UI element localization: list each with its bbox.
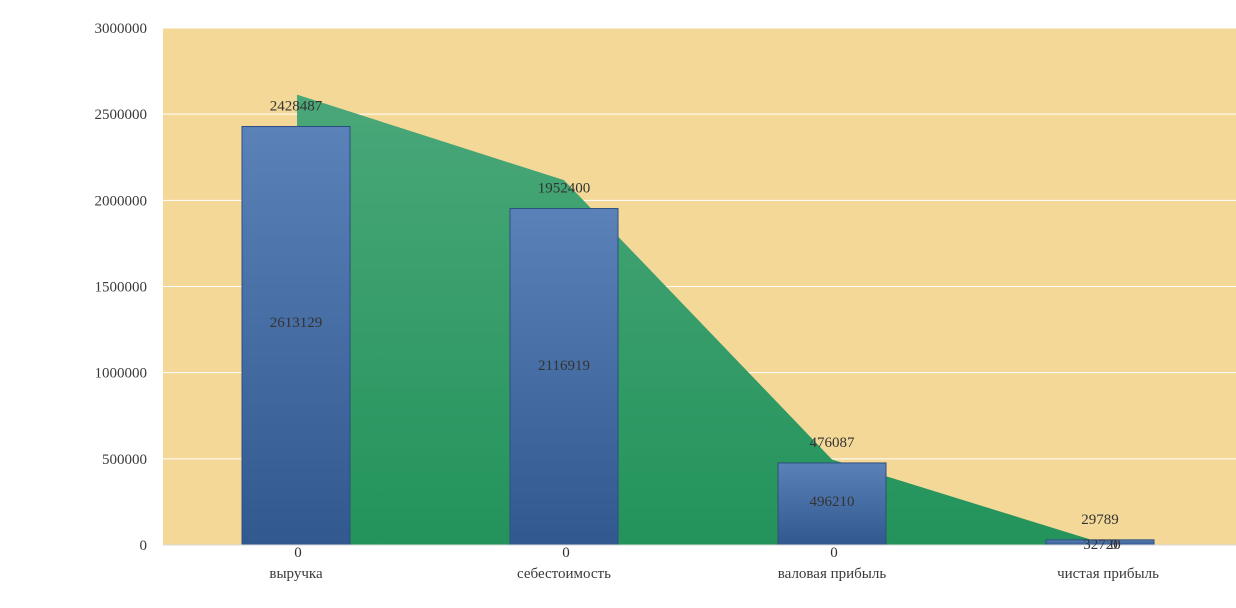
y-tick-label: 3000000 (95, 21, 148, 37)
y-tick-label: 500000 (102, 452, 147, 468)
area-value-label: 496210 (810, 494, 855, 510)
bar-value-label: 1952400 (538, 181, 591, 197)
area-series (297, 94, 1090, 545)
y-axis-ticks: 0 500000 1000000 1500000 2000000 2500000 30000… (95, 21, 148, 554)
x-category-label: чистая прибыль (1057, 566, 1159, 582)
y-tick-label: 1500000 (95, 280, 148, 296)
y-tick-label: 2000000 (95, 193, 148, 209)
bar-value-label: 29789 (1081, 512, 1119, 528)
area-value-label: 2116919 (538, 358, 590, 374)
baseline-zero-label: 0 (294, 545, 302, 561)
baseline-zero-label: 0 (562, 545, 570, 561)
baseline-zero-label: 0 (1110, 537, 1118, 553)
bar (509, 208, 619, 546)
x-category-label: себестоимость (517, 566, 611, 582)
area-value-label: 2613129 (270, 315, 323, 331)
bar (241, 125, 351, 546)
data-labels: 2428487 1952400 476087 29789 2613129 2116919 4… (270, 98, 1121, 561)
baseline-zero-label: 0 (830, 545, 838, 561)
x-category-label: валовая прибыль (778, 566, 887, 582)
y-tick-label: 1000000 (95, 366, 148, 382)
x-axis-categories: выручка себестоимость валовая прибыль чиста… (269, 566, 1159, 582)
bar-value-label: 476087 (810, 435, 856, 451)
x-category-label: выручка (269, 566, 323, 582)
y-tick-label: 2500000 (95, 107, 148, 123)
area-value-label: 32720 (1083, 537, 1121, 553)
y-tick-label: 0 (140, 538, 148, 554)
bar-value-label: 2428487 (270, 98, 323, 114)
